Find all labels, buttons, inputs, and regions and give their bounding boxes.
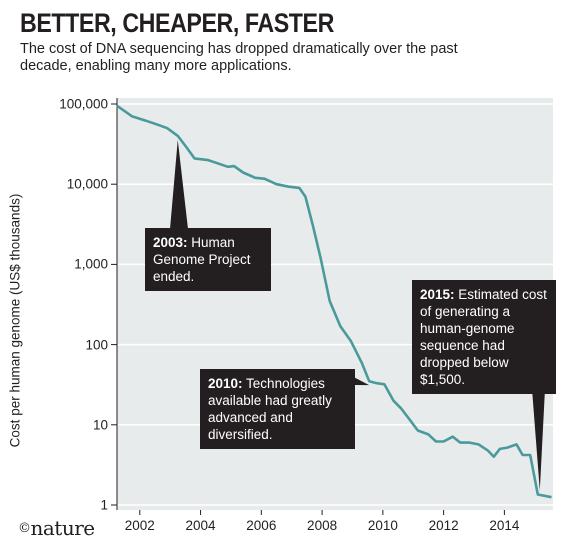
x-tick-label: 2008	[307, 518, 338, 533]
callout-2003-year: 2003:	[153, 235, 188, 250]
y-tick-label: 1	[100, 497, 108, 513]
y-tick-label: 10,000	[66, 176, 108, 192]
y-tick-label: 10	[92, 417, 108, 433]
series-line	[116, 104, 552, 499]
callout-2003: 2003: Human Genome Project ended.	[145, 228, 271, 291]
grid-lines	[111, 103, 553, 506]
x-tick-label: 2012	[428, 518, 459, 533]
y-axis-title-wrap: Cost per human genome (US$ thousands)	[2, 170, 28, 470]
x-tick-label: 2014	[489, 518, 520, 533]
callout-2015-year: 2015:	[420, 287, 455, 302]
callout-2010-year: 2010:	[208, 376, 243, 391]
y-tick-label: 1,000	[74, 256, 108, 272]
callout-2015-text: Estimated cost of generating a human-gen…	[420, 287, 547, 387]
callout-2010: 2010: Technologies available had greatly…	[200, 369, 355, 449]
y-axis-title: Cost per human genome (US$ thousands)	[7, 193, 23, 447]
x-tick-label: 2010	[367, 518, 398, 533]
y-tick-label: 100	[85, 337, 108, 353]
nature-logo: ©nature	[18, 516, 95, 540]
callout-2003-text: Human Genome Project ended.	[153, 235, 251, 284]
callout-2003-pointer	[170, 139, 188, 229]
callout-2010-text: Technologies available had greatly advan…	[208, 376, 332, 442]
callout-2015: 2015: Estimated cost of generating a hum…	[412, 280, 556, 394]
chart-title: BETTER, CHEAPER, FASTER	[20, 8, 334, 38]
axes	[116, 98, 505, 515]
nature-wordmark: nature	[30, 516, 96, 540]
copyright-symbol: ©	[18, 521, 31, 536]
callout-2015-pointer	[532, 389, 545, 491]
x-tick-label: 2004	[185, 518, 216, 533]
x-tick-label: 2002	[124, 518, 155, 533]
x-tick-label: 2006	[246, 518, 277, 533]
chart-subtitle: The cost of DNA sequencing has dropped d…	[20, 41, 458, 74]
y-tick-label: 100,000	[59, 96, 108, 112]
